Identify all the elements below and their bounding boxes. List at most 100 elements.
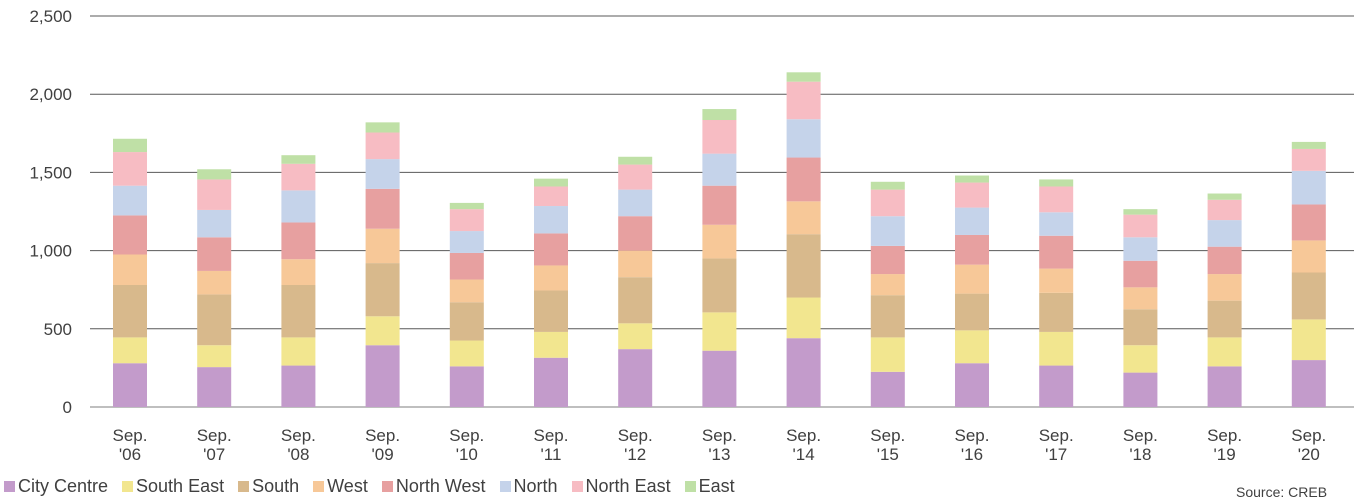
bar-segment [534,331,568,358]
bar-segment [1291,204,1326,241]
bar-segment [534,290,568,332]
bar-segment [786,81,821,120]
bar-segment [702,153,737,186]
bar-segment [1291,148,1326,171]
bar-segment [449,302,484,341]
x-tick-label: '14 [793,445,815,464]
x-tick-label: '15 [877,445,899,464]
bar-segment [534,265,568,291]
bar-segment [702,120,737,154]
bar-segment [281,222,316,260]
bar-segment [365,159,400,189]
bar-segment [534,186,568,207]
bar-segment [1123,237,1158,261]
bar-segment [786,72,821,82]
bar-segment [449,202,484,210]
legend-swatch [571,481,583,492]
bar-segment [1207,274,1242,301]
legend-item-north-east: North East [571,476,671,497]
bar-segment [449,366,484,407]
bar-segment [1123,209,1158,215]
x-tick-label: '09 [372,445,394,464]
legend-swatch [684,481,696,492]
legend-label: North East [585,476,671,496]
bar-segment [197,367,232,407]
bar-segment [955,293,989,331]
y-tick-label: 2,000 [29,85,72,104]
legend-item-north: North [499,476,558,497]
legend-label: South East [136,476,225,496]
bar-segment [449,252,484,280]
x-tick-label: Sep. [870,426,905,445]
bar-segment [618,250,653,278]
legend-label: City Centre [18,476,109,496]
bar-segment [1207,246,1242,275]
x-tick-label: Sep. [534,426,569,445]
bar-segment [1291,240,1326,273]
bar-segment [702,185,737,225]
legend-swatch [238,481,250,492]
bar-segment [534,206,568,234]
bar-segment [365,122,400,133]
bar-segment [702,312,737,351]
legend-item-east: East [684,476,735,497]
bar-segment [1039,179,1074,187]
y-tick-label: 0 [63,398,72,417]
bar-segment [197,169,232,180]
x-tick-label: Sep. [365,426,400,445]
bar-segment [1039,268,1074,293]
bar-segment [534,233,568,266]
chart-legend: City Centre South East South West North … [4,476,749,497]
x-tick-label: Sep. [197,426,232,445]
bar-segment [113,363,147,407]
x-tick-label: Sep. [1207,426,1242,445]
y-tick-label: 1,000 [29,242,72,261]
bar-segment [1039,235,1074,269]
legend-label: East [698,476,735,496]
legend-swatch [499,481,511,492]
bar-segment [113,215,147,255]
bar-segment [1291,170,1326,205]
bar-segment [365,345,400,407]
x-tick-label: Sep. [786,426,821,445]
bar-segment [1207,199,1242,221]
x-tick-label: '07 [203,445,225,464]
bar-segment [113,285,147,338]
bar-segment [702,224,737,259]
bar-segment [365,316,400,346]
bar-segment [281,259,316,286]
y-tick-label: 1,500 [29,163,72,182]
bar-segment [786,157,821,202]
bar-segment [197,237,232,271]
legend-swatch [381,481,393,492]
source-note: Source: CREB [1236,484,1328,500]
legend-label: North [513,476,558,496]
bar-segment [113,138,147,153]
bar-segment [870,371,905,407]
x-tick-label: '20 [1298,445,1320,464]
x-tick-label: '13 [708,445,730,464]
x-tick-label: '10 [456,445,478,464]
bar-segment [534,178,568,187]
bar-segment [955,363,989,407]
bar-segment [197,345,232,368]
legend-label: West [327,476,368,496]
bar-segment [197,179,232,210]
x-tick-label: Sep. [1123,426,1158,445]
bar-segment [1039,186,1074,213]
bar-segment [618,216,653,251]
bar-segment [1123,214,1158,238]
y-tick-label: 2,500 [29,7,72,26]
bar-segment [955,207,989,235]
bar-segment [1207,220,1242,247]
bar-segment [197,209,232,238]
bar-segment [281,190,316,223]
bar-segment [870,216,905,246]
bar-segment [955,234,989,265]
x-tick-label: '17 [1045,445,1067,464]
x-tick-label: '16 [961,445,983,464]
x-tick-label: Sep. [955,426,990,445]
x-tick-label: Sep. [449,426,484,445]
bar-segment [1207,337,1242,367]
bar-segment [1207,300,1242,338]
